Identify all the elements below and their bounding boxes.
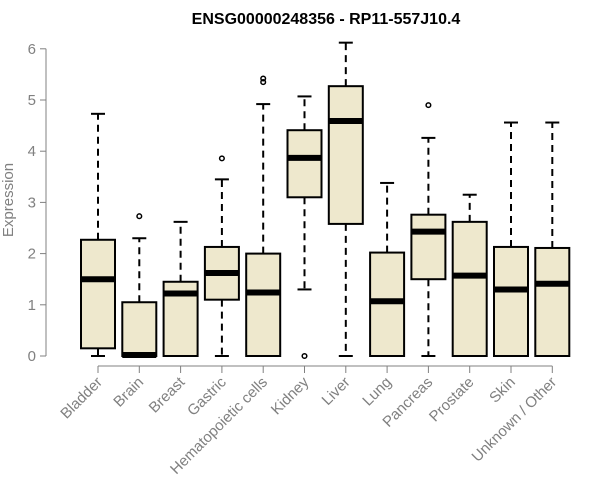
outlier-point — [425, 102, 432, 109]
box-body — [245, 252, 282, 358]
y-axis-label: Expression — [0, 163, 17, 237]
y-tick-label: 5 — [28, 92, 36, 109]
box-breast — [162, 220, 199, 358]
x-tick-label: Kidney — [268, 373, 313, 418]
outlier-point — [260, 79, 267, 86]
box-body — [534, 246, 571, 357]
box-unknown-other — [534, 121, 571, 357]
y-tick-label: 1 — [28, 297, 36, 314]
y-tick-label: 3 — [28, 194, 36, 211]
box-pancreas — [410, 102, 447, 357]
box-body — [493, 245, 529, 357]
y-tick-label: 6 — [28, 41, 36, 58]
chart-title: ENSG00000248356 - RP11-557J10.4 — [192, 11, 461, 28]
box-body — [327, 85, 364, 225]
y-axis: 0 1 2 3 4 5 6 — [28, 41, 47, 365]
x-tick-label: Breast — [146, 373, 189, 416]
box-body — [451, 220, 488, 357]
x-tick-label: Prostate — [426, 374, 478, 426]
box-bladder — [80, 112, 116, 357]
box-body — [369, 251, 406, 358]
box-body — [121, 301, 158, 357]
box-body — [286, 129, 323, 199]
box-prostate — [451, 193, 488, 357]
x-tick-label: Skin — [486, 374, 519, 407]
outlier-point — [260, 75, 267, 82]
y-tick-label: 2 — [28, 246, 36, 263]
box-liver — [327, 41, 364, 357]
box-hematopoietic-cells — [245, 75, 282, 358]
box-kidney — [286, 95, 323, 360]
x-tick-label: Brain — [110, 374, 147, 411]
box-body — [410, 213, 447, 281]
outlier-point — [301, 352, 308, 360]
box-skin — [493, 121, 529, 357]
y-tick-label: 0 — [28, 348, 36, 365]
box-gastric — [203, 155, 240, 357]
x-tick-label: Lung — [359, 374, 395, 410]
plot-area — [80, 41, 571, 360]
x-tick-label: Liver — [319, 374, 354, 409]
box-lung — [369, 181, 406, 358]
x-tick-label: Bladder — [57, 374, 106, 423]
outlier-point — [136, 213, 143, 220]
box-body — [80, 238, 116, 350]
box-brain — [121, 213, 158, 358]
outlier-point — [218, 155, 225, 162]
y-tick-label: 4 — [28, 143, 36, 160]
